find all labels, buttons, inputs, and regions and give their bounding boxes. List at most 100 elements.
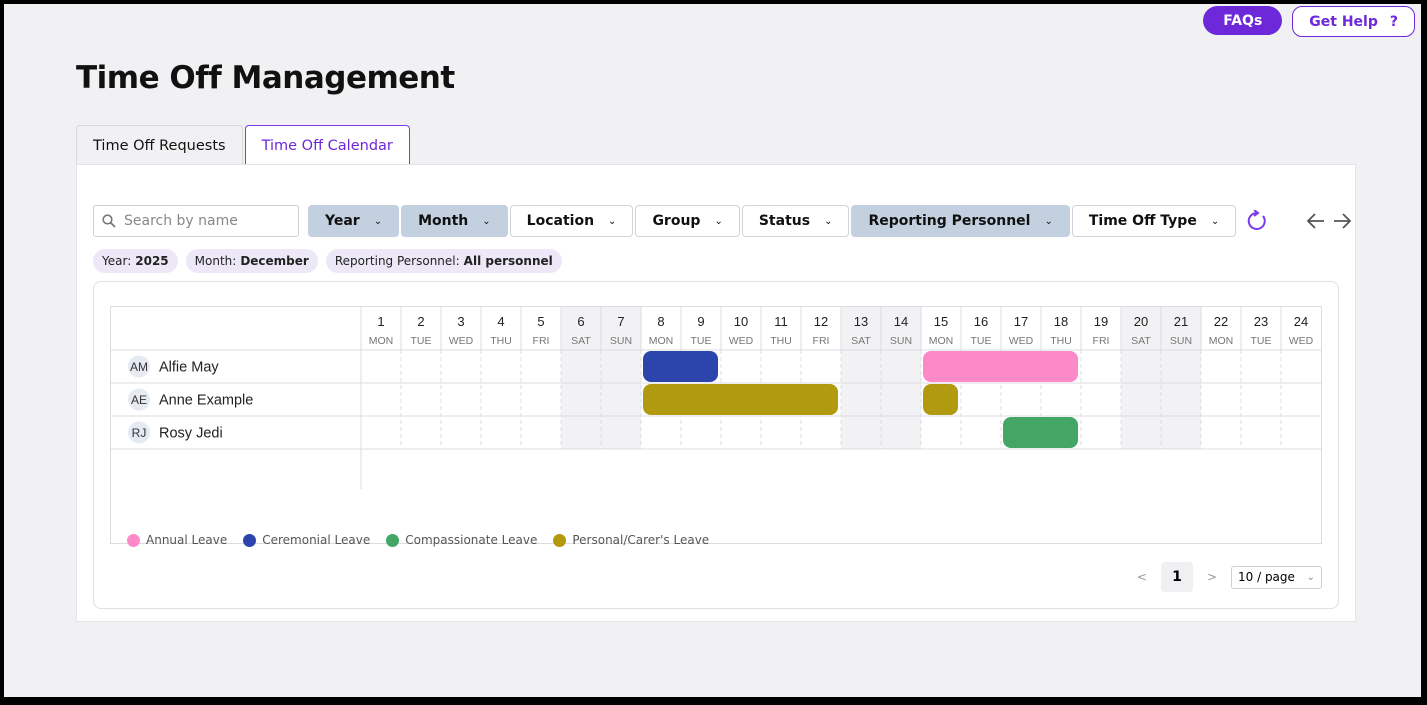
day-number: 23 — [1254, 314, 1268, 329]
weekend-column — [1161, 307, 1201, 449]
page-number-button[interactable]: 1 — [1160, 562, 1193, 592]
filter-year[interactable]: Year ⌄ — [308, 205, 400, 237]
pagination: < 1 > 10 / page ⌄ — [1137, 562, 1322, 592]
legend-label: Ceremonial Leave — [262, 533, 371, 547]
avatar-initials: AM — [130, 360, 148, 374]
next-page-button[interactable]: > — [1206, 570, 1217, 584]
legend-dot-ceremonial — [243, 533, 257, 547]
calendar-grid: 1 MON 2 TUE 3 WED 4 THU 5 FRI 6 SAT 7 SUN 8 MON 9 TUE 10 WE… — [110, 306, 1322, 547]
page-size-value: 10 / page — [1238, 570, 1295, 584]
legend-label: Compassionate Leave — [405, 533, 538, 547]
chevron-down-icon: ⌄ — [373, 215, 383, 227]
chip-month-value: December — [240, 254, 309, 268]
filter-status[interactable]: Status ⌄ — [741, 205, 850, 237]
leave-bar[interactable] — [923, 351, 1078, 382]
day-number: 4 — [497, 314, 504, 329]
leave-bar[interactable] — [643, 384, 838, 415]
day-number: 20 — [1134, 314, 1148, 329]
weekday-label: FRI — [813, 335, 830, 347]
chevron-down-icon: ⌄ — [1210, 215, 1220, 227]
search-box — [93, 205, 299, 237]
weekend-column — [881, 307, 921, 449]
refresh-icon[interactable] — [1246, 210, 1268, 232]
leave-bar[interactable] — [1003, 417, 1078, 448]
chevron-down-icon: ⌄ — [482, 215, 491, 227]
avatar-initials: RJ — [132, 426, 147, 440]
active-filter-chips: Year: 2025 Month: December Reporting Perso… — [93, 249, 562, 273]
tab-time-off-requests[interactable]: Time Off Requests — [76, 125, 243, 165]
weekday-label: THU — [770, 335, 792, 347]
day-number: 16 — [974, 314, 988, 329]
weekday-label: SAT — [851, 335, 871, 347]
chevron-down-icon: ⌄ — [824, 215, 833, 227]
day-number: 1 — [377, 314, 384, 329]
filter-location-label: Location — [526, 213, 595, 229]
search-input[interactable] — [124, 213, 284, 229]
filter-location[interactable]: Location ⌄ — [509, 205, 634, 237]
chevron-down-icon: ⌄ — [714, 215, 723, 227]
calendar-card: 1 MON 2 TUE 3 WED 4 THU 5 FRI 6 SAT 7 SUN 8 MON 9 TUE 10 WE… — [93, 281, 1339, 609]
legend-label: Annual Leave — [146, 533, 228, 547]
leave-legend: Annual Leave Ceremonial Leave Compassion… — [127, 533, 709, 547]
legend-annual-leave: Annual Leave — [127, 533, 227, 547]
day-number: 11 — [774, 314, 788, 329]
day-number: 9 — [697, 314, 704, 329]
filter-group-label: Group — [652, 213, 701, 229]
chip-reporting-personnel-value: All personnel — [463, 254, 553, 268]
day-number: 13 — [854, 314, 868, 329]
prev-page-button[interactable]: < — [1136, 570, 1147, 584]
weekday-label: MON — [929, 335, 954, 347]
weekday-label: SUN — [1170, 335, 1192, 347]
calendar-svg: 1 MON 2 TUE 3 WED 4 THU 5 FRI 6 SAT 7 SUN 8 MON 9 TUE 10 WE… — [111, 307, 1321, 489]
employee-name: Alfie May — [159, 360, 219, 376]
weekday-label: TUE — [971, 335, 992, 347]
leave-bar[interactable] — [643, 351, 718, 382]
legend-dot-annual — [127, 533, 140, 547]
chevron-down-icon: ⌄ — [1044, 215, 1053, 227]
weekend-column — [1121, 307, 1161, 449]
legend-ceremonial-leave: Ceremonial Leave — [243, 533, 370, 547]
faqs-button[interactable]: FAQs — [1203, 6, 1283, 35]
filter-time-off-type[interactable]: Time Off Type ⌄ — [1071, 205, 1237, 237]
chip-reporting-personnel-key: Reporting Personnel: — [334, 254, 460, 268]
day-number: 8 — [657, 314, 664, 329]
day-number: 6 — [577, 314, 584, 329]
day-number: 14 — [894, 314, 908, 329]
weekday-label: SUN — [610, 335, 632, 347]
day-number: 19 — [1094, 314, 1108, 329]
chip-year-value: 2025 — [135, 254, 169, 268]
weekday-label: THU — [490, 335, 512, 347]
filter-reporting-personnel[interactable]: Reporting Personnel ⌄ — [851, 205, 1070, 237]
tab-time-off-calendar[interactable]: Time Off Calendar — [244, 125, 410, 166]
page-size-select[interactable]: 10 / page ⌄ — [1231, 565, 1322, 589]
leave-bar[interactable] — [923, 384, 958, 415]
weekend-column — [561, 307, 601, 449]
weekday-label: SAT — [1131, 335, 1151, 347]
weekday-label: SAT — [571, 335, 591, 347]
filter-status-label: Status — [758, 213, 811, 229]
arrow-left-icon[interactable] — [1306, 211, 1326, 231]
weekend-column — [841, 307, 881, 449]
get-help-button[interactable]: Get Help ? — [1292, 6, 1415, 37]
filter-month-label: Month — [418, 213, 469, 229]
day-number: 17 — [1014, 314, 1028, 329]
chip-reporting-personnel: Reporting Personnel: All personnel — [325, 249, 562, 273]
chip-month-key: Month: — [194, 254, 237, 268]
weekday-label: TUE — [411, 335, 432, 347]
weekend-column — [601, 307, 641, 449]
weekday-label: WED — [729, 335, 754, 347]
chip-year-key: Year: — [102, 254, 132, 268]
filter-month[interactable]: Month ⌄ — [401, 205, 508, 237]
avatar — [128, 355, 150, 378]
arrow-right-icon[interactable] — [1332, 211, 1352, 231]
filter-group[interactable]: Group ⌄ — [635, 205, 740, 237]
weekday-label: WED — [1009, 335, 1034, 347]
filter-year-label: Year — [325, 213, 360, 229]
month-nav — [1306, 211, 1352, 231]
day-number: 7 — [617, 314, 624, 329]
day-number: 15 — [934, 314, 948, 329]
weekday-label: MON — [1209, 335, 1234, 347]
weekday-label: WED — [449, 335, 474, 347]
weekday-label: MON — [649, 335, 674, 347]
